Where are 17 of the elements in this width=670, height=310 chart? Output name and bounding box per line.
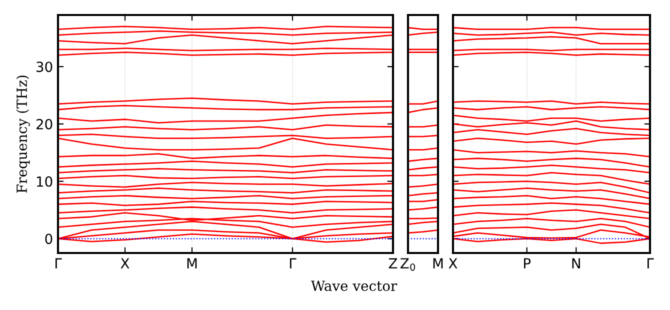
x-tick-label: X xyxy=(120,258,130,268)
y-tick-label: 10 xyxy=(36,176,52,187)
y-tick-label: 30 xyxy=(36,62,52,72)
x-tick-label: N xyxy=(572,258,580,268)
x-tick-label: Γ xyxy=(290,258,296,268)
x-tick-label: M xyxy=(433,258,443,268)
y-axis-title: Frequency (THz) xyxy=(16,76,30,193)
x-tick-label: M xyxy=(187,258,197,268)
y-tick-label: 0 xyxy=(45,234,52,244)
x-tick-label: Γ xyxy=(55,258,62,268)
x-axis-title: Wave vector xyxy=(310,280,398,292)
x-tick-label: Γ xyxy=(647,258,654,268)
x-tick-label: Z$_{0}$ xyxy=(400,258,416,271)
y-tick-label: 20 xyxy=(36,118,52,130)
x-tick-label: X xyxy=(448,258,458,268)
x-tick-label: Z xyxy=(388,258,398,268)
x-tick-label: P xyxy=(524,258,531,268)
